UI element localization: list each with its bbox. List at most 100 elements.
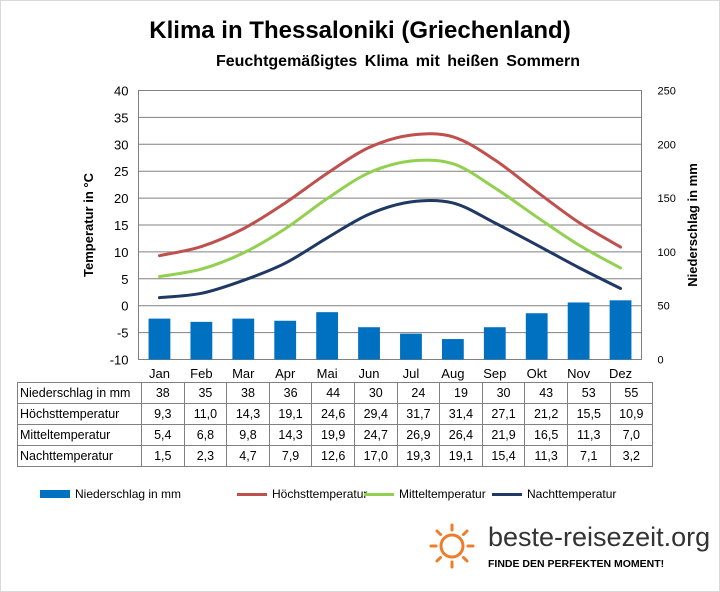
x-tick-label: Okt [527,366,548,381]
table-cell: 24,7 [353,424,398,446]
table-cell: 24 [396,382,441,404]
table-cell: 19,1 [439,445,483,467]
y-axis-label-left: Temperatur in °C [81,172,96,277]
table-row: Höchsttemperatur 9,3 11,0 14,3 19,1 24,6 29,4 3… [17,403,654,425]
table-row: Mitteltemperatur 5,4 6,8 9,8 14,3 19,9 24,7 26,… [17,424,654,446]
table-cell: 43 [524,382,568,404]
legend-swatch [364,493,394,496]
table-cell: 19 [439,382,483,404]
data-table: Niederschlag in mm 38 35 38 36 44 30 24 19 30 43 53… [17,382,654,467]
bar-niederschlag [148,318,171,360]
y-tick-left: 35 [114,110,128,125]
x-tick-label: Mar [232,366,255,381]
table-cell: 30 [481,382,526,404]
x-tick-label: Dez [609,366,632,381]
table-cell: 27,1 [481,403,526,425]
bar-niederschlag [190,321,213,360]
x-tick-label: Mai [317,366,338,381]
bar-niederschlag [483,327,506,360]
table-cell: 17,0 [353,445,398,467]
table-cell: 19,1 [268,403,313,425]
table-row-label: Mitteltemperatur [17,424,142,446]
table-cell: 24,6 [311,403,355,425]
y-tick-left: -5 [117,326,129,341]
table-cell: 14,3 [226,403,270,425]
table-cell: 2,3 [183,445,228,467]
x-tick-label: Apr [275,366,296,381]
y-tick-right: 200 [658,139,676,151]
legend-label: Nachttemperatur [527,487,617,501]
table-cell: 44 [311,382,355,404]
table-cell: 11,3 [566,424,611,446]
table-cell: 12,6 [311,445,355,467]
table-cell: 19,3 [396,445,441,467]
line-hoechsttemperatur [157,132,623,258]
legend-swatch [40,490,70,498]
bar-niederschlag [358,327,380,360]
y-axis-label-right: Niederschlag in mm [685,163,700,287]
table-row: Nachttemperatur 1,5 2,3 4,7 7,9 12,6 17,0 19,3 1… [17,445,654,467]
line-mitteltemperatur [157,158,623,279]
sun-icon [429,523,475,569]
x-tick-label: Aug [441,366,464,381]
table-cell: 10,9 [609,403,654,425]
table-cell: 55 [609,382,654,404]
table-cell: 14,3 [268,424,313,446]
table-cell: 7,0 [609,424,654,446]
y-tick-left: 5 [121,272,128,287]
bar-niederschlag [400,333,422,360]
y-tick-left: 30 [114,137,128,152]
table-cell: 26,4 [439,424,483,446]
legend-swatch [492,493,522,496]
table-cell: 4,7 [226,445,270,467]
table-row-label: Niederschlag in mm [17,382,142,404]
chart-subtitle: Feuchtgemäßigtes Klima mit heißen Sommer… [215,53,581,70]
table-cell: 7,1 [566,445,611,467]
x-tick-label: Jun [359,366,380,381]
table-cell: 9,8 [226,424,270,446]
table-cell: 19,9 [311,424,355,446]
table-row-label: Höchsttemperatur [17,403,142,425]
table-cell: 31,4 [439,403,483,425]
table-cell: 7,9 [268,445,313,467]
y-tick-left: 0 [121,299,128,314]
y-tick-right: 100 [658,247,676,259]
legend-label: Niederschlag in mm [75,487,182,501]
y-tick-left: 40 [114,84,128,99]
y-tick-left: 20 [114,191,128,206]
table-cell: 9,3 [141,403,185,425]
table-cell: 29,4 [353,403,398,425]
y-tick-right: 150 [658,193,676,205]
bar-niederschlag [232,318,255,360]
table-cell: 15,4 [481,445,526,467]
x-tick-label: Jul [403,366,420,381]
y-tick-left: -10 [110,353,129,368]
y-tick-left: 25 [114,164,128,179]
table-cell: 53 [566,382,611,404]
table-cell: 16,5 [524,424,568,446]
x-tick-label: Feb [190,366,212,381]
bar-niederschlag [274,320,297,360]
table-cell: 31,7 [396,403,441,425]
y-tick-right: 250 [658,86,676,98]
table-cell: 5,4 [141,424,185,446]
brand-slogan: FINDE DEN PERFEKTEN MOMENT! [488,558,665,570]
legend-label: Mitteltemperatur [399,487,486,501]
y-tick-left: 15 [114,218,128,233]
table-cell: 30 [353,382,398,404]
bar-niederschlag [609,300,632,360]
table-cell: 15,5 [566,403,611,425]
y-tick-left: 10 [114,245,128,260]
table-cell: 21,9 [481,424,526,446]
table-row-label: Nachttemperatur [17,445,142,467]
brand-name: beste-reisezeit.org [488,522,711,552]
bar-niederschlag [525,313,548,360]
bar-niederschlag [567,302,590,360]
x-tick-label: Sep [483,366,506,381]
table-cell: 38 [141,382,185,404]
line-nachttemperatur [157,198,623,300]
table-cell: 35 [183,382,228,404]
table-cell: 11,0 [183,403,228,425]
